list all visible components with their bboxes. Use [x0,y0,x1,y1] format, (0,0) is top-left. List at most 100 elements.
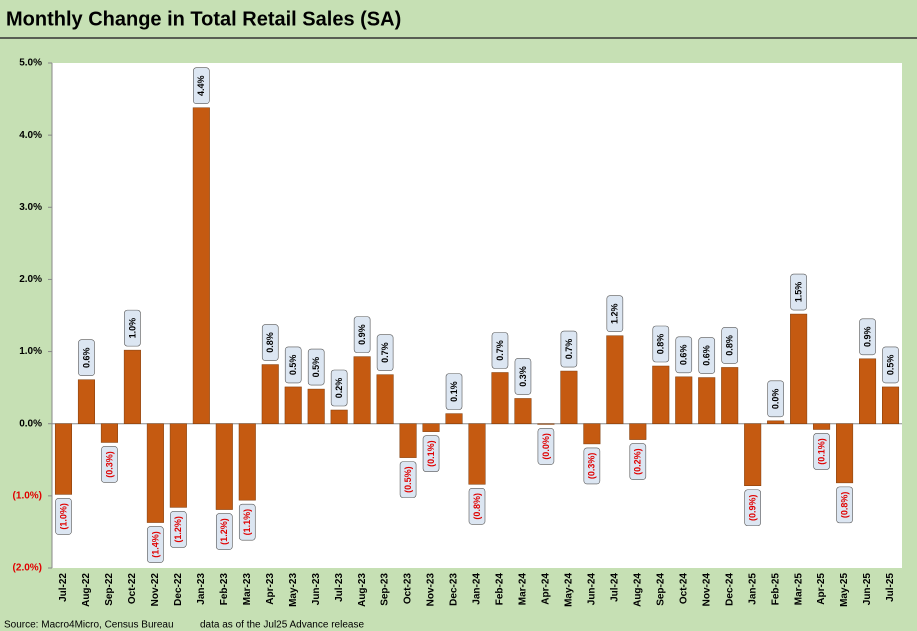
bar [560,370,578,424]
value-label-text: (0.5%) [403,466,413,493]
value-label-box [514,358,532,395]
value-label: 0.8% [721,327,739,364]
value-label-text: 0.7% [495,340,505,361]
value-label: 0.6% [675,336,693,374]
x-tick-label: Feb-25 [770,573,781,606]
value-label: 1.2% [606,295,624,333]
value-label-text: 0.9% [862,327,872,348]
x-tick-label: Dec-24 [724,573,735,606]
bar [468,423,486,485]
x-tick-label: Mar-23 [242,573,253,606]
x-tick-label: Nov-24 [701,573,712,607]
value-label-text: (0.1%) [816,438,826,465]
value-label-box [238,503,256,541]
value-label: 0.9% [353,316,371,353]
value-label-box [399,461,417,498]
x-tick-label: Jan-25 [747,573,758,605]
bar [790,313,808,424]
value-label: 0.7% [376,334,394,371]
x-tick-label: Apr-24 [541,573,552,605]
x-tick-label: Nov-22 [150,573,161,607]
x-tick-label: May-24 [564,573,575,607]
x-tick-label: Sep-23 [380,573,391,606]
bar [376,374,394,424]
bar [146,423,164,523]
value-label-text: (0.0%) [541,433,551,460]
value-label-box [491,332,509,369]
bar [192,107,210,424]
y-tick-label: 1.0% [19,346,42,357]
value-label-text: (0.2%) [633,448,643,475]
value-label-text: 0.2% [334,378,344,399]
value-label: (0.9%) [744,489,761,527]
bar [583,423,601,445]
x-tick-label: Dec-23 [449,573,460,606]
value-label: 0.5% [882,346,899,384]
bar [215,423,233,510]
y-tick-label: 3.0% [19,202,42,213]
value-label-text: 0.9% [357,324,367,345]
value-label-text: 1.5% [793,282,803,303]
value-label-box [193,67,210,105]
value-label-text: 0.1% [449,381,459,402]
value-label-box [376,334,394,371]
value-label-text: 1.2% [610,303,620,324]
value-label-text: 0.6% [702,345,712,366]
x-tick-label: Mar-25 [793,573,804,606]
bar [54,423,73,495]
value-label-text: (1.0%) [58,503,68,530]
x-tick-label: Apr-25 [816,573,827,605]
x-tick-label: Oct-22 [127,573,138,605]
value-label: (1.1%) [238,503,256,541]
value-label-text: 0.8% [265,332,275,353]
value-label: 1.5% [790,273,807,311]
value-label: 0.1% [445,373,463,410]
bar [698,377,716,424]
value-label: 0.0% [767,380,784,418]
x-tick-label: Jul-25 [885,573,896,602]
value-label-box [583,447,601,485]
x-tick-label: Jul-22 [58,573,69,602]
value-label-text: 1.0% [127,318,137,339]
value-label: (0.1%) [422,435,440,472]
value-label-text: (0.9%) [748,494,758,521]
value-label-text: 0.8% [656,334,666,355]
value-label: (0.3%) [101,446,118,483]
value-label-text: 0.5% [885,355,895,376]
value-label: (0.0%) [537,428,555,465]
bar [353,356,371,424]
value-label: (1.2%) [170,511,187,548]
bar [767,420,785,424]
value-label: (0.1%) [813,433,830,470]
y-tick-label: 5.0% [19,58,42,69]
value-label: (1.4%) [147,526,164,563]
y-tick-label: (1.0%) [13,490,42,501]
bar [422,423,440,432]
bar [238,423,256,501]
value-label: 0.7% [560,330,578,368]
value-label-text: (0.3%) [587,453,597,480]
value-label-box [124,309,141,347]
x-tick-label: Jul-23 [334,573,345,602]
value-label-box [330,369,348,407]
value-label-box [675,336,693,374]
value-label-box [261,324,279,361]
bar [881,386,900,424]
value-label: (0.8%) [468,488,486,525]
value-label-box [767,380,784,418]
bar [491,372,509,424]
value-label-box [147,526,164,563]
x-tick-label: Oct-24 [678,573,689,605]
bar [606,335,624,424]
value-label: 0.6% [698,337,716,374]
value-label-text: 0.8% [725,335,735,356]
value-label-box [284,346,302,384]
bar [307,388,325,424]
value-label-text: (0.8%) [839,492,849,519]
value-label-box [468,488,486,525]
chart-title: Monthly Change in Total Retail Sales (SA… [6,8,401,30]
bar [537,423,555,425]
value-label-box [652,325,670,363]
x-tick-label: Jun-25 [862,573,873,606]
